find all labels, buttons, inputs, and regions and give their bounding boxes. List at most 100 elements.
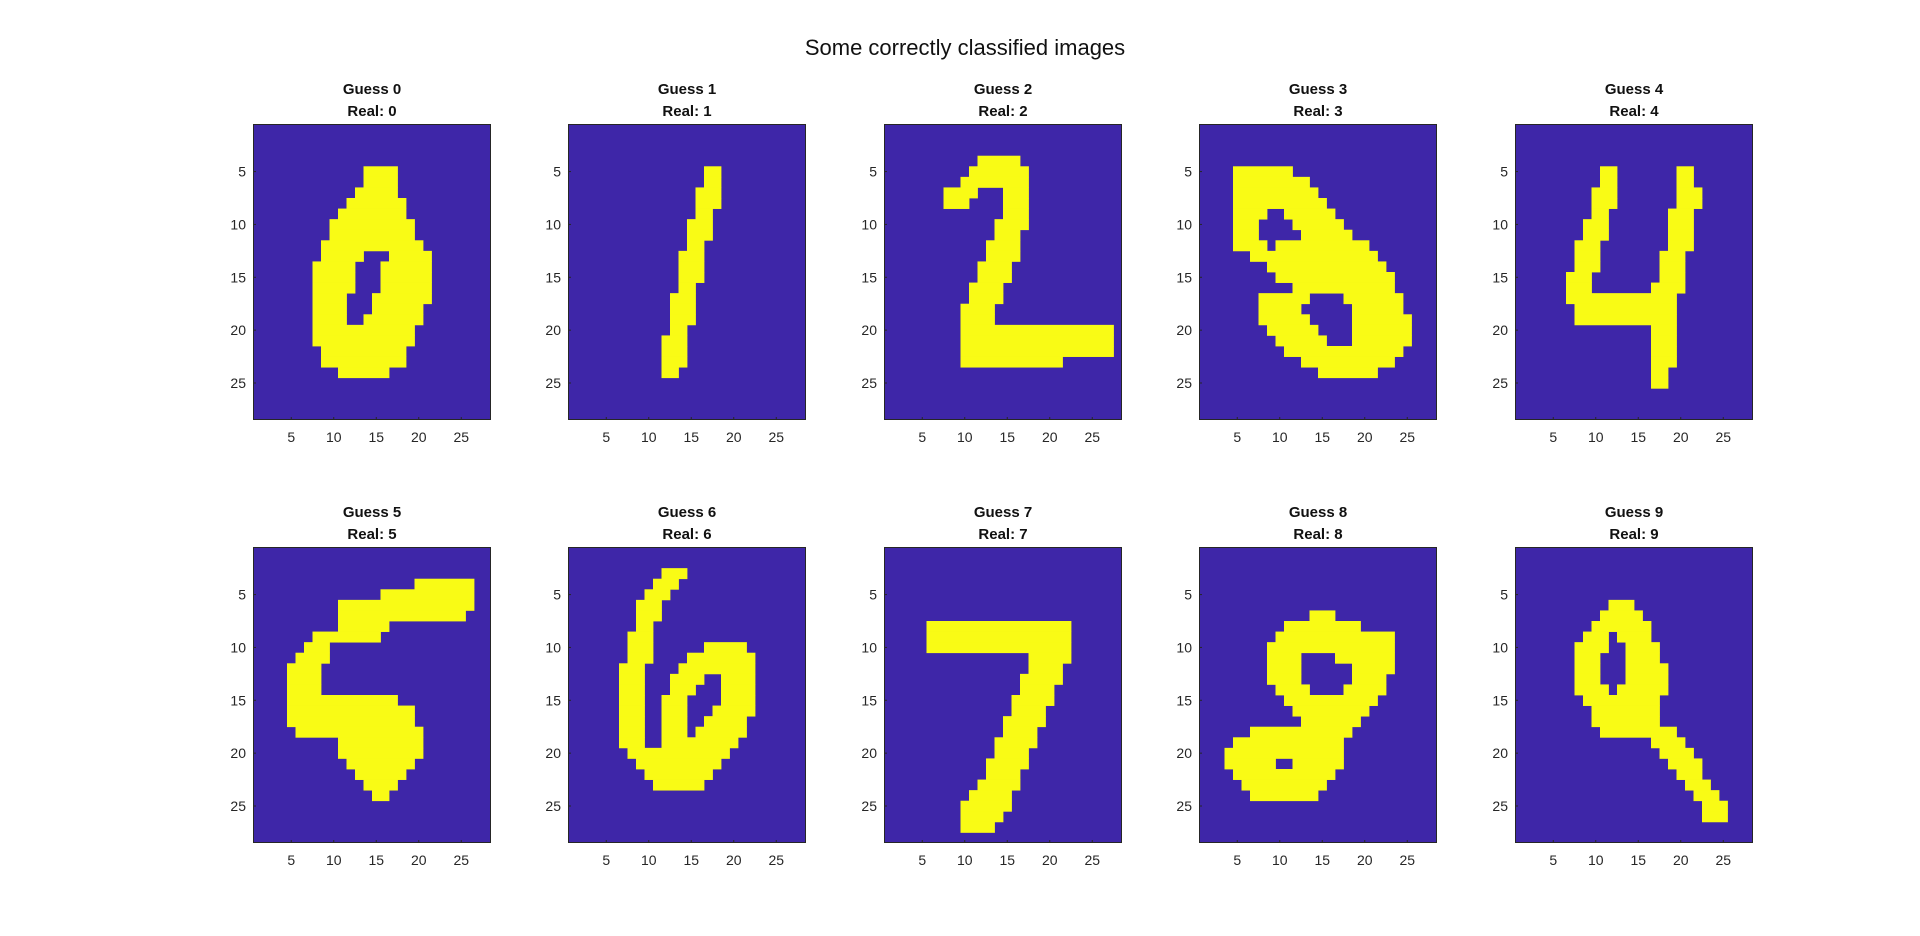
- x-tick-label: 25: [453, 429, 469, 445]
- pixel-run: [661, 726, 688, 738]
- axes-frame: [253, 124, 491, 420]
- x-tick-label: 15: [1314, 852, 1330, 868]
- y-tick-label: 25: [545, 798, 561, 814]
- y-tick-label: 20: [1492, 322, 1508, 338]
- pixel-run: [1343, 684, 1387, 696]
- pixel-run: [619, 737, 645, 749]
- x-tick-label: 20: [726, 429, 742, 445]
- y-tick-label: 25: [230, 798, 246, 814]
- pixel-run: [1693, 790, 1720, 802]
- pixel-run: [1233, 198, 1327, 209]
- pixel-run: [1258, 303, 1302, 315]
- pixel-run: [1028, 652, 1072, 664]
- pixel-run: [380, 589, 475, 601]
- pixel-run: [1267, 663, 1302, 675]
- pixel-run: [1659, 261, 1686, 273]
- pixel-run: [636, 610, 662, 622]
- subplot-panel: Guess 3 Real: 3 5 10 15 20 25 5 10 15 20 25: [1176, 81, 1437, 445]
- axes-frame: [1199, 124, 1437, 420]
- pixel-run: [704, 716, 747, 728]
- pixel-run: [1224, 758, 1276, 770]
- pixel-run: [380, 261, 432, 273]
- pixel-run: [627, 747, 730, 759]
- pixel-run: [312, 303, 347, 315]
- pixel-run: [1233, 166, 1293, 178]
- pixel-run: [1702, 800, 1728, 812]
- x-tick-label: 25: [453, 852, 469, 868]
- pixel-run: [1574, 240, 1601, 252]
- pixel-run: [986, 758, 1029, 770]
- pixel-run: [1651, 282, 1686, 294]
- pixel-run: [1250, 726, 1353, 738]
- pixel-run: [1600, 166, 1618, 178]
- pixel-run: [1651, 335, 1677, 347]
- pixel-run: [1233, 187, 1319, 199]
- pixel-run: [1267, 324, 1319, 336]
- pixel-run: [1020, 673, 1063, 685]
- panel-guess-title: Guess 2: [974, 81, 1032, 98]
- pixel-run: [380, 272, 432, 283]
- pixel-run: [312, 335, 415, 347]
- y-tick-label: 20: [1176, 745, 1192, 761]
- pixel-run: [1685, 779, 1711, 791]
- pixel-run: [1668, 240, 1694, 252]
- pixel-run: [1676, 187, 1703, 199]
- pixel-run: [363, 176, 398, 188]
- x-tick-label: 5: [918, 852, 926, 868]
- pixel-run: [960, 314, 995, 326]
- digit-pixels: [287, 578, 475, 802]
- pixel-run: [644, 769, 713, 780]
- pixel-run: [1284, 621, 1361, 632]
- pixel-run: [1250, 250, 1378, 262]
- pixel-run: [661, 695, 688, 706]
- pixel-run: [704, 166, 722, 178]
- pixel-run: [636, 599, 662, 611]
- panel-guess-title: Guess 7: [974, 504, 1032, 521]
- pixel-run: [670, 314, 696, 326]
- y-tick-label: 10: [861, 216, 877, 232]
- pixel-run: [389, 250, 432, 262]
- y-tick-label: 25: [1176, 375, 1192, 391]
- pixel-run: [1233, 219, 1259, 231]
- pixel-run: [1651, 377, 1669, 389]
- y-tick-label: 25: [1176, 798, 1192, 814]
- digit-pixels: [312, 166, 432, 379]
- pixel-run: [1625, 642, 1660, 654]
- y-tick-label: 10: [1176, 216, 1192, 232]
- pixel-run: [670, 303, 696, 315]
- panel-guess-title: Guess 9: [1605, 504, 1663, 521]
- pixel-run: [1258, 314, 1310, 326]
- axes-frame: [253, 547, 491, 843]
- pixel-run: [721, 684, 756, 696]
- pixel-run: [1284, 208, 1336, 220]
- pixel-run: [1651, 324, 1677, 336]
- pixel-run: [338, 621, 390, 632]
- pixel-run: [960, 335, 1114, 347]
- pixel-run: [969, 282, 1004, 294]
- y-tick-label: 5: [869, 164, 877, 180]
- pixel-run: [1574, 261, 1601, 273]
- pixel-run: [1275, 272, 1395, 283]
- x-tick-label: 20: [1042, 852, 1058, 868]
- pixel-run: [994, 737, 1038, 749]
- x-tick-label: 5: [602, 429, 610, 445]
- panel-real-title: Real: 2: [978, 103, 1027, 120]
- pixel-run: [619, 673, 645, 685]
- pixel-run: [1591, 621, 1652, 632]
- pixel-run: [1301, 356, 1395, 368]
- pixel-run: [1574, 663, 1601, 675]
- pixel-run: [304, 642, 330, 654]
- pixel-run: [1566, 293, 1677, 305]
- pixel-run: [312, 261, 356, 273]
- pixel-run: [721, 695, 756, 706]
- pixel-run: [969, 166, 1029, 178]
- pixel-run: [977, 155, 1021, 167]
- pixel-run: [1284, 695, 1378, 706]
- pixel-run: [1250, 790, 1319, 802]
- pixel-run: [312, 282, 356, 294]
- pixel-run: [312, 324, 415, 336]
- pixel-run: [1233, 176, 1310, 188]
- pixel-run: [287, 695, 398, 706]
- x-tick-label: 10: [641, 852, 657, 868]
